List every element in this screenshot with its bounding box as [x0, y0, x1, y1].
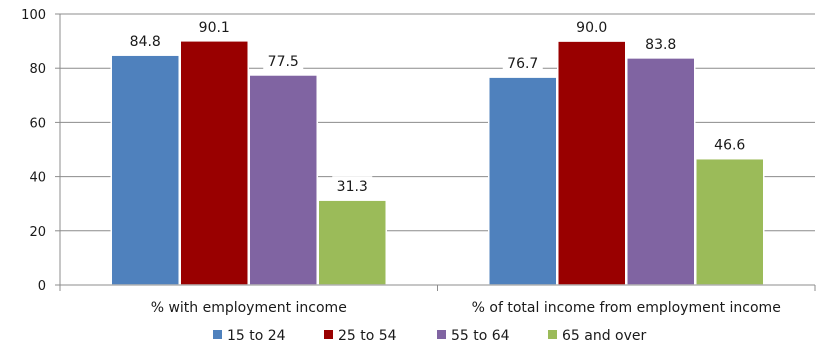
y-tick-label: 0: [38, 279, 46, 294]
bar-0-0: [110, 54, 180, 286]
bar-1-1: [557, 40, 627, 286]
data-label-bg: [332, 176, 373, 196]
legend-label: 55 to 64: [451, 328, 510, 344]
data-label: 90.1: [199, 20, 230, 36]
legend-swatch: [324, 330, 333, 339]
data-label: 46.6: [714, 138, 745, 154]
y-tick-label: 60: [29, 116, 46, 131]
data-label: 77.5: [268, 54, 299, 70]
data-label-bg: [709, 134, 750, 154]
y-tick-label: 40: [29, 171, 46, 186]
bar-3-0: [317, 199, 387, 286]
data-label: 90.0: [576, 20, 607, 36]
legend-swatch: [437, 330, 446, 339]
x-category-label: % with employment income: [151, 300, 347, 316]
y-tick-label: 100: [21, 8, 46, 23]
bar-0-1: [488, 76, 558, 286]
data-labels: 84.8 90.1 77.5 31.3 76.7 90.0 83.8 46.6: [125, 16, 750, 196]
legend-label: 15 to 24: [227, 328, 286, 344]
x-category-label: % of total income from employment income: [472, 300, 781, 316]
data-label-bg: [640, 33, 681, 53]
legend-swatch: [213, 330, 222, 339]
legend-label: 25 to 54: [338, 328, 397, 344]
data-label-bg: [502, 53, 543, 73]
bar-2-1: [626, 57, 696, 286]
data-label-bg: [194, 16, 235, 36]
y-tick-label: 20: [29, 225, 46, 240]
bar-2-0: [248, 74, 318, 286]
legend-label: 65 and over: [562, 328, 647, 344]
legend-swatch: [548, 330, 557, 339]
axes: 0 20 40 60 80 100 % with employment income % of…: [21, 8, 816, 316]
bar-3-1: [695, 157, 765, 286]
y-tick-label: 80: [29, 62, 46, 77]
data-label-bg: [571, 17, 612, 37]
legend: 15 to 24 25 to 54 55 to 64 65 and over: [213, 328, 647, 344]
bar-1-0: [179, 40, 249, 286]
data-label: 76.7: [507, 56, 538, 72]
data-label-bg: [263, 50, 304, 70]
data-label: 83.8: [645, 37, 676, 53]
bars: [110, 40, 765, 286]
data-label: 31.3: [337, 179, 368, 195]
data-label-bg: [125, 31, 166, 51]
data-label: 84.8: [130, 34, 161, 50]
